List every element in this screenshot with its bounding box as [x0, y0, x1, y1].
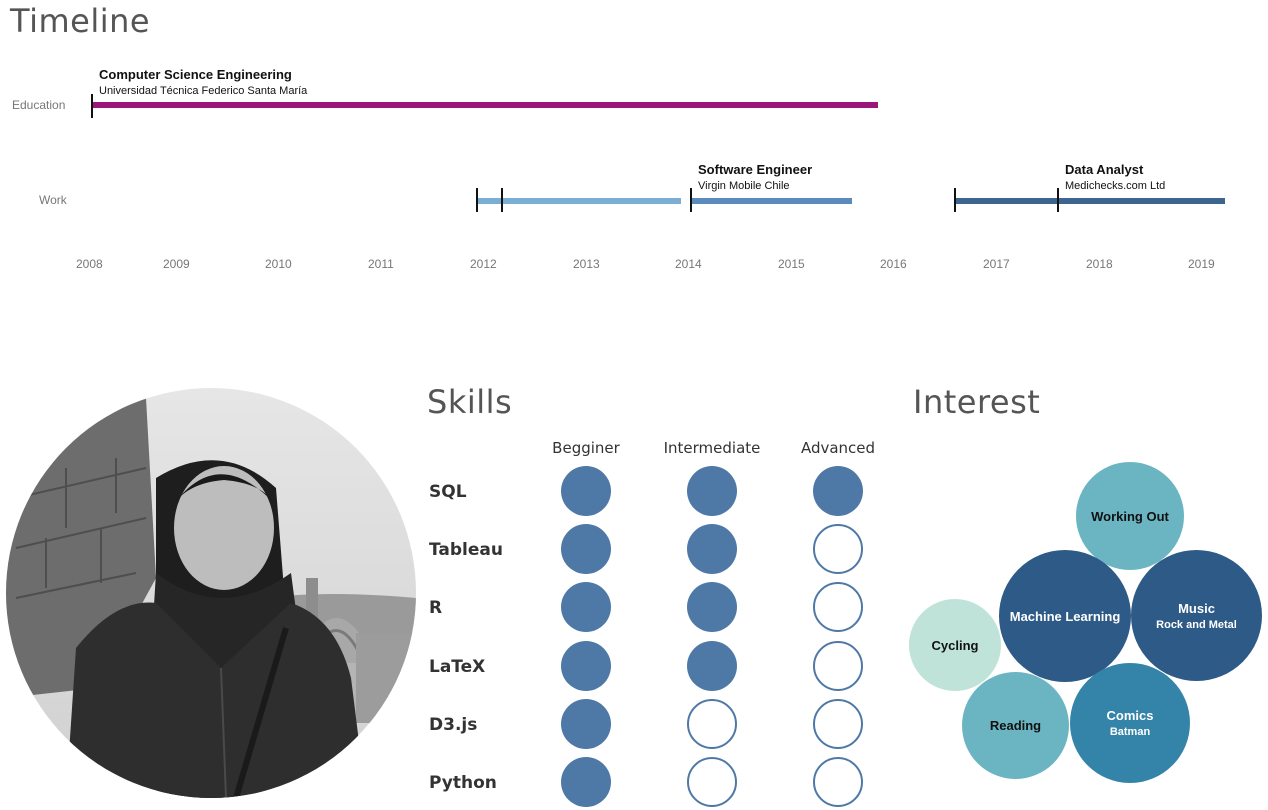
- work-data-analyst-title: Data Analyst: [1065, 162, 1144, 177]
- year-label: 2017: [983, 257, 1010, 271]
- timeline-title: Timeline: [10, 2, 151, 40]
- skills-title: Skills: [427, 383, 513, 421]
- year-label: 2015: [778, 257, 805, 271]
- profile-photo-illustration: [6, 388, 416, 798]
- year-label: 2011: [368, 257, 394, 271]
- skill-dot-tableau-intermediate: [687, 524, 737, 574]
- skill-dot-d3js-intermediate: [687, 699, 737, 749]
- work-software-engineer-title: Software Engineer: [698, 162, 813, 177]
- work-tick: [501, 188, 503, 212]
- interest-label: Cycling: [931, 637, 979, 653]
- skill-name-latex: LaTeX: [429, 657, 486, 677]
- skill-dot-d3js-advanced: [813, 699, 863, 749]
- work-software-engineer-company: Virgin Mobile Chile: [698, 180, 790, 192]
- level-header-beginner: Begginer: [552, 439, 620, 457]
- level-header-advanced: Advanced: [800, 439, 876, 457]
- skill-dot-d3js-beginner: [561, 699, 611, 749]
- skill-name-tableau: Tableau: [429, 540, 503, 560]
- year-label: 2009: [163, 257, 190, 271]
- year-label: 2010: [265, 257, 292, 271]
- year-label: 2008: [76, 257, 103, 271]
- year-label: 2018: [1086, 257, 1113, 271]
- skill-dot-python-advanced: [813, 757, 863, 807]
- skill-name-d3js: D3.js: [429, 715, 478, 735]
- year-label: 2013: [573, 257, 600, 271]
- year-label: 2016: [880, 257, 907, 271]
- education-institution: Universidad Técnica Federico Santa María: [99, 85, 308, 97]
- row-label-work: Work: [39, 193, 67, 207]
- year-label: 2019: [1188, 257, 1215, 271]
- skill-dot-latex-advanced: [813, 641, 863, 691]
- level-header-intermediate: Intermediate: [663, 439, 761, 457]
- education-start-tick: [91, 94, 93, 118]
- interest-label: Reading: [989, 718, 1042, 733]
- interest-label: Machine Learning: [1009, 608, 1121, 624]
- education-bar[interactable]: [92, 102, 878, 108]
- work-bar-early[interactable]: [477, 198, 681, 204]
- skill-dot-r-intermediate: [687, 582, 737, 632]
- interest-bubble-reading[interactable]: Reading: [962, 672, 1069, 779]
- work-tick: [1057, 188, 1059, 212]
- skill-dot-tableau-beginner: [561, 524, 611, 574]
- year-label: 2012: [470, 257, 497, 271]
- skill-dot-r-beginner: [561, 582, 611, 632]
- interest-sublabel: Rock and Metal: [1156, 618, 1237, 631]
- profile-photo: [6, 388, 416, 798]
- interest-bubble-working-out[interactable]: Working Out: [1076, 462, 1184, 570]
- skill-dot-sql-intermediate: [687, 466, 737, 516]
- skill-dot-tableau-advanced: [813, 524, 863, 574]
- work-bar-data-analyst[interactable]: [955, 198, 1225, 204]
- work-tick: [954, 188, 956, 212]
- row-label-education: Education: [12, 98, 66, 112]
- work-bar-software-engineer[interactable]: [691, 198, 852, 204]
- skill-dot-latex-beginner: [561, 641, 611, 691]
- interest-title: Interest: [913, 383, 1041, 421]
- interest-label: Comics: [1106, 708, 1154, 723]
- interest-bubble-comics[interactable]: Comics Batman: [1070, 663, 1190, 783]
- interest-bubble-cycling[interactable]: Cycling: [909, 599, 1001, 691]
- skill-name-r: R: [429, 598, 443, 618]
- year-label: 2014: [675, 257, 702, 271]
- interest-label: Working Out: [1091, 508, 1169, 524]
- skill-name-sql: SQL: [429, 482, 467, 502]
- work-tick: [476, 188, 478, 212]
- interest-sublabel: Batman: [1109, 726, 1151, 738]
- work-tick: [690, 188, 692, 212]
- skill-name-python: Python: [429, 773, 497, 793]
- interest-label: Music: [1178, 600, 1215, 616]
- skill-dot-python-beginner: [561, 757, 611, 807]
- skill-dot-r-advanced: [813, 582, 863, 632]
- work-data-analyst-company: Medichecks.com Ltd: [1065, 180, 1166, 192]
- interest-bubble-music[interactable]: Music Rock and Metal: [1131, 550, 1262, 681]
- skill-dot-sql-beginner: [561, 466, 611, 516]
- skill-dot-python-intermediate: [687, 757, 737, 807]
- skill-dot-sql-advanced: [813, 466, 863, 516]
- interest-bubble-machine-learning[interactable]: Machine Learning: [999, 550, 1131, 682]
- skill-dot-latex-intermediate: [687, 641, 737, 691]
- education-degree-title: Computer Science Engineering: [99, 67, 292, 82]
